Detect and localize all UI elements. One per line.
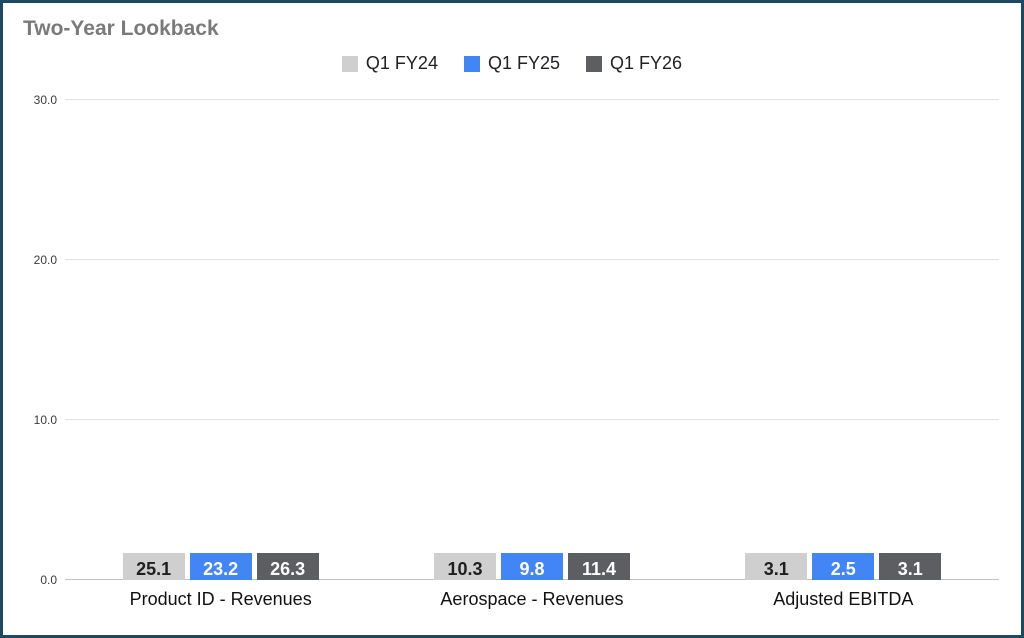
y-tick-label: 30.0 <box>33 92 57 107</box>
y-tick-label: 0.0 <box>40 572 57 587</box>
legend-label: Q1 FY24 <box>365 53 438 73</box>
bar-value-label: 23.2 <box>203 559 239 580</box>
bar-q1-fy26: 26.3 <box>256 553 319 580</box>
category-label: Aerospace - Revenues <box>440 589 624 609</box>
bar-groups: 25.1 23.2 26.3 Product ID - Revenues 10.3 9.8… <box>65 100 999 609</box>
bar-q1-fy24: 3.1 <box>745 553 808 580</box>
gridline: 10.0 <box>34 413 999 427</box>
bar-value-label: 11.4 <box>581 559 616 580</box>
bar-group: 3.1 2.5 3.1 Adjusted EBITDA <box>745 553 942 609</box>
bar-q1-fy25: 23.2 <box>189 553 252 580</box>
bar-q1-fy25: 9.8 <box>500 553 563 580</box>
bar-value-label: 2.5 <box>830 559 856 580</box>
plot-area: 0.0 10.0 20.0 30.0 25.1 23.2 26.3 Product ID - … <box>34 93 999 609</box>
bar-q1-fy26: 11.4 <box>567 553 630 580</box>
legend-swatch <box>341 55 358 72</box>
bar-q1-fy26: 3.1 <box>879 553 942 580</box>
bar-q1-fy24: 10.3 <box>433 553 496 580</box>
y-tick-label: 10.0 <box>33 412 57 427</box>
bar-value-label: 25.1 <box>136 559 172 580</box>
bar-group: 25.1 23.2 26.3 Product ID - Revenues <box>122 553 319 609</box>
bar-value-label: 9.8 <box>519 559 545 580</box>
category-label: Product ID - Revenues <box>129 589 312 609</box>
gridline: 30.0 <box>34 93 999 107</box>
legend-swatch <box>463 55 480 72</box>
category-label: Adjusted EBITDA <box>773 589 914 609</box>
bar-q1-fy24: 25.1 <box>122 553 185 580</box>
legend: Q1 FY24 Q1 FY25 Q1 FY26 <box>19 53 1005 74</box>
bar-value-label: 3.1 <box>763 559 789 580</box>
legend-item: Q1 FY24 <box>341 53 438 74</box>
legend-item: Q1 FY26 <box>586 53 682 74</box>
bar-value-label: 10.3 <box>447 559 483 580</box>
legend-label: Q1 FY26 <box>610 53 683 73</box>
legend-swatch <box>586 55 603 72</box>
bar-group: 10.3 9.8 11.4 Aerospace - Revenues <box>433 553 630 609</box>
chart-title: Two-Year Lookback <box>23 17 219 40</box>
legend-label: Q1 FY25 <box>487 53 561 73</box>
bar-value-label: 26.3 <box>270 559 306 580</box>
bar-value-label: 3.1 <box>897 559 923 580</box>
legend-item: Q1 FY25 <box>463 53 561 74</box>
gridline: 20.0 <box>34 253 999 267</box>
bar-q1-fy25: 2.5 <box>812 553 875 580</box>
y-tick-label: 20.0 <box>33 252 57 267</box>
